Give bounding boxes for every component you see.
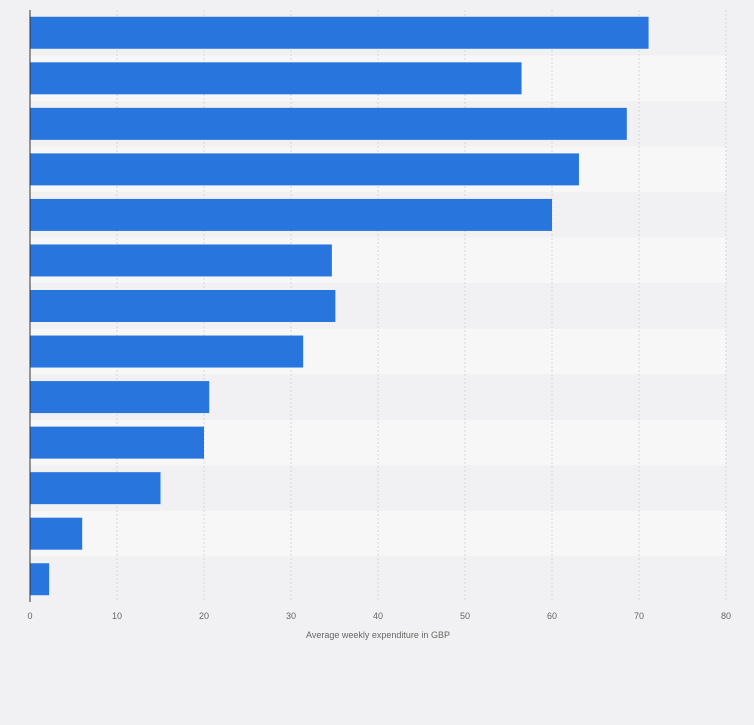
- bars: [30, 16, 649, 596]
- bar[interactable]: [30, 290, 336, 322]
- x-tick-label: 20: [199, 611, 209, 621]
- row-band: [30, 510, 726, 557]
- x-tick-label: 0: [27, 611, 32, 621]
- bar[interactable]: [30, 335, 304, 368]
- bar[interactable]: [30, 107, 627, 140]
- bar[interactable]: [30, 563, 50, 596]
- bar[interactable]: [30, 244, 332, 277]
- x-tick-label: 10: [112, 611, 122, 621]
- x-axis-ticks: 0 10 20 30 40 50 60 70 80: [27, 611, 731, 621]
- x-tick-label: 60: [547, 611, 557, 621]
- x-tick-label: 80: [721, 611, 731, 621]
- bar[interactable]: [30, 381, 210, 414]
- bar[interactable]: [30, 426, 204, 459]
- x-tick-label: 40: [373, 611, 383, 621]
- x-axis-label: Average weekly expenditure in GBP: [306, 630, 450, 640]
- bar[interactable]: [30, 198, 552, 231]
- bar[interactable]: [30, 517, 83, 550]
- bar[interactable]: [30, 62, 522, 95]
- bar[interactable]: [30, 472, 161, 505]
- bar[interactable]: [30, 153, 579, 186]
- bar[interactable]: [30, 16, 649, 49]
- x-tick-label: 30: [286, 611, 296, 621]
- x-tick-label: 50: [460, 611, 470, 621]
- x-tick-label: 70: [634, 611, 644, 621]
